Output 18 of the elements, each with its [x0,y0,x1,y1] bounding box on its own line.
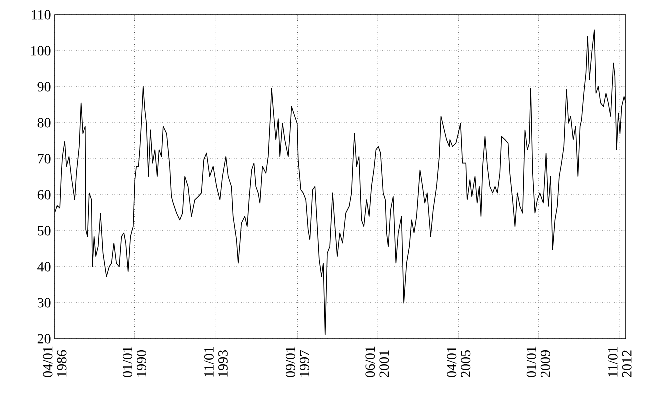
x-tick-label: 11/01 2012 [608,347,632,378]
y-tick-label: 80 [38,118,51,128]
y-tick-label: 70 [38,154,51,164]
x-tick-label: 06/01 2001 [366,346,390,378]
y-tick-label: 90 [38,82,51,92]
y-tick-label: 100 [32,46,51,56]
x-tick-label: 01/01 2009 [526,346,550,378]
y-tick-label: 40 [38,262,51,272]
y-tick-label: 60 [38,190,51,200]
y-tick-label: 50 [38,226,51,236]
y-tick-label: 30 [38,298,51,308]
x-tick-label: 01/01 1990 [122,346,146,378]
x-tick-label: 11/01 1993 [204,347,228,377]
x-tick-label: 09/01 1997 [286,346,310,378]
y-tick-label: 20 [38,334,51,344]
x-tick-label: 04/01 1986 [43,346,67,378]
y-tick-label: 110 [32,10,51,20]
x-tick-label: 04/01 2005 [447,346,471,378]
